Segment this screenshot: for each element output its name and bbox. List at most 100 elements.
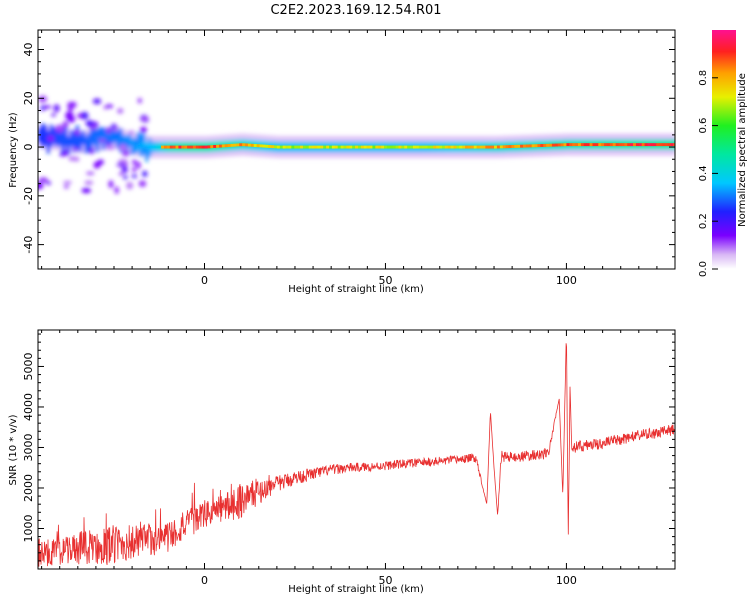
heatmap-cell bbox=[157, 144, 161, 150]
heatmap-cell bbox=[635, 143, 640, 147]
heatmap-cell bbox=[98, 138, 107, 143]
heatmap-cell bbox=[415, 145, 420, 149]
heatmap-cell bbox=[352, 145, 356, 149]
heatmap-cell bbox=[247, 143, 252, 147]
heatmap-cell bbox=[540, 144, 544, 147]
heatmap-cell bbox=[331, 145, 336, 149]
heatmap-cell bbox=[190, 145, 194, 149]
heatmap-cell bbox=[641, 143, 645, 147]
heatmap-cell bbox=[65, 111, 74, 120]
heatmap-cell bbox=[77, 142, 80, 149]
heatmap-cell bbox=[253, 144, 257, 147]
heatmap-cell bbox=[537, 144, 541, 148]
heatmap-cell bbox=[198, 145, 202, 149]
heatmap-cell bbox=[161, 145, 165, 149]
heatmap-cell bbox=[90, 125, 94, 144]
heatmap-cell bbox=[116, 140, 119, 146]
heatmap-cell bbox=[485, 145, 489, 149]
heatmap-cell bbox=[667, 143, 671, 147]
heatmap-cell bbox=[557, 143, 561, 147]
heatmap-cell bbox=[71, 147, 79, 151]
heatmap-cell bbox=[111, 135, 115, 142]
heatmap-cell bbox=[55, 128, 59, 143]
heatmap-cell bbox=[105, 132, 108, 138]
heatmap-cell bbox=[155, 144, 158, 150]
heatmap-cell bbox=[68, 140, 71, 146]
heatmap-cell bbox=[630, 143, 634, 147]
heatmap-cell bbox=[465, 145, 469, 149]
heatmap-cell bbox=[346, 145, 350, 149]
heatmap-cell bbox=[93, 161, 101, 169]
heatmap-cell bbox=[130, 138, 135, 155]
heatmap-cell bbox=[98, 127, 103, 144]
heatmap-cell bbox=[55, 124, 65, 131]
y-tick-label: 20 bbox=[22, 91, 35, 105]
heatmap-cell bbox=[439, 145, 443, 149]
heatmap-cell bbox=[404, 145, 408, 149]
heatmap-cell bbox=[320, 145, 324, 149]
heatmap-cell bbox=[305, 145, 310, 149]
heatmap-cell bbox=[572, 143, 576, 147]
heatmap-cell bbox=[675, 139, 678, 150]
heatmap-cell bbox=[300, 145, 304, 149]
heatmap-cell bbox=[381, 145, 385, 149]
heatmap-cell bbox=[398, 145, 402, 149]
heatmap-cell bbox=[146, 141, 150, 148]
heatmap-cell bbox=[140, 142, 143, 149]
heatmap-cell bbox=[661, 143, 666, 147]
heatmap-cell bbox=[70, 135, 74, 142]
snr-y-axis-label: SNR (10 * v/v) bbox=[8, 414, 19, 485]
x-tick-label: 100 bbox=[556, 274, 577, 287]
heatmap-cell bbox=[73, 129, 81, 136]
heatmap-cell bbox=[117, 108, 124, 114]
heatmap-hot-core bbox=[161, 143, 675, 149]
heatmap-cell bbox=[638, 143, 643, 147]
heatmap-cell bbox=[517, 144, 521, 148]
heatmap-cell bbox=[63, 180, 72, 185]
heatmap-cell bbox=[317, 145, 321, 149]
heatmap-cell bbox=[172, 145, 176, 149]
heatmap-cell bbox=[128, 130, 135, 135]
heatmap-cell bbox=[355, 145, 359, 149]
heatmap-cell bbox=[233, 143, 237, 147]
y-tick-label: 3000 bbox=[22, 433, 35, 461]
snr-frame bbox=[37, 329, 676, 570]
heatmap-cell bbox=[118, 144, 127, 151]
spectrogram-frame bbox=[37, 29, 676, 270]
snr-x-axis-label: Height of straight line (km) bbox=[288, 584, 424, 595]
heatmap-cell bbox=[470, 145, 475, 149]
heatmap-cell bbox=[181, 145, 185, 149]
heatmap-cell bbox=[505, 145, 509, 149]
heatmap-cell bbox=[38, 95, 48, 103]
heatmap-cell bbox=[326, 145, 330, 149]
heatmap-cell bbox=[285, 145, 289, 149]
heatmap-cell bbox=[328, 145, 333, 149]
heatmap-cell bbox=[123, 175, 128, 180]
heatmap-cell bbox=[375, 145, 379, 149]
heatmap-cell bbox=[563, 143, 567, 147]
heatmap-cell bbox=[647, 143, 651, 147]
heatmap-cell bbox=[578, 143, 582, 147]
heatmap-cell bbox=[659, 143, 663, 147]
heatmap-cell bbox=[349, 145, 353, 149]
heatmap-cell bbox=[118, 159, 128, 164]
colorbar: 0.0 0.2 0.4 0.6 0.8 Normalized spectral ampl… bbox=[698, 30, 748, 277]
heatmap-cell bbox=[136, 161, 141, 169]
heatmap-cell bbox=[291, 145, 295, 149]
heatmap-cell bbox=[282, 145, 286, 149]
heatmap-cell bbox=[38, 177, 48, 183]
heatmap-cell bbox=[124, 137, 129, 152]
heatmap-cell bbox=[126, 181, 134, 190]
heatmap-cell bbox=[592, 143, 596, 147]
heatmap-cell bbox=[67, 104, 74, 113]
heatmap-cell bbox=[395, 145, 399, 149]
heatmap-cell bbox=[601, 143, 605, 147]
heatmap-cell bbox=[51, 131, 54, 138]
heatmap-cell bbox=[127, 134, 130, 141]
heatmap-cell bbox=[314, 145, 318, 149]
heatmap-cell bbox=[111, 128, 118, 132]
heatmap-cell bbox=[554, 143, 559, 147]
spectrogram-y-axis-label: Frequency (Hz) bbox=[8, 112, 19, 188]
heatmap-cell bbox=[38, 132, 41, 139]
heatmap-cell bbox=[372, 145, 376, 149]
